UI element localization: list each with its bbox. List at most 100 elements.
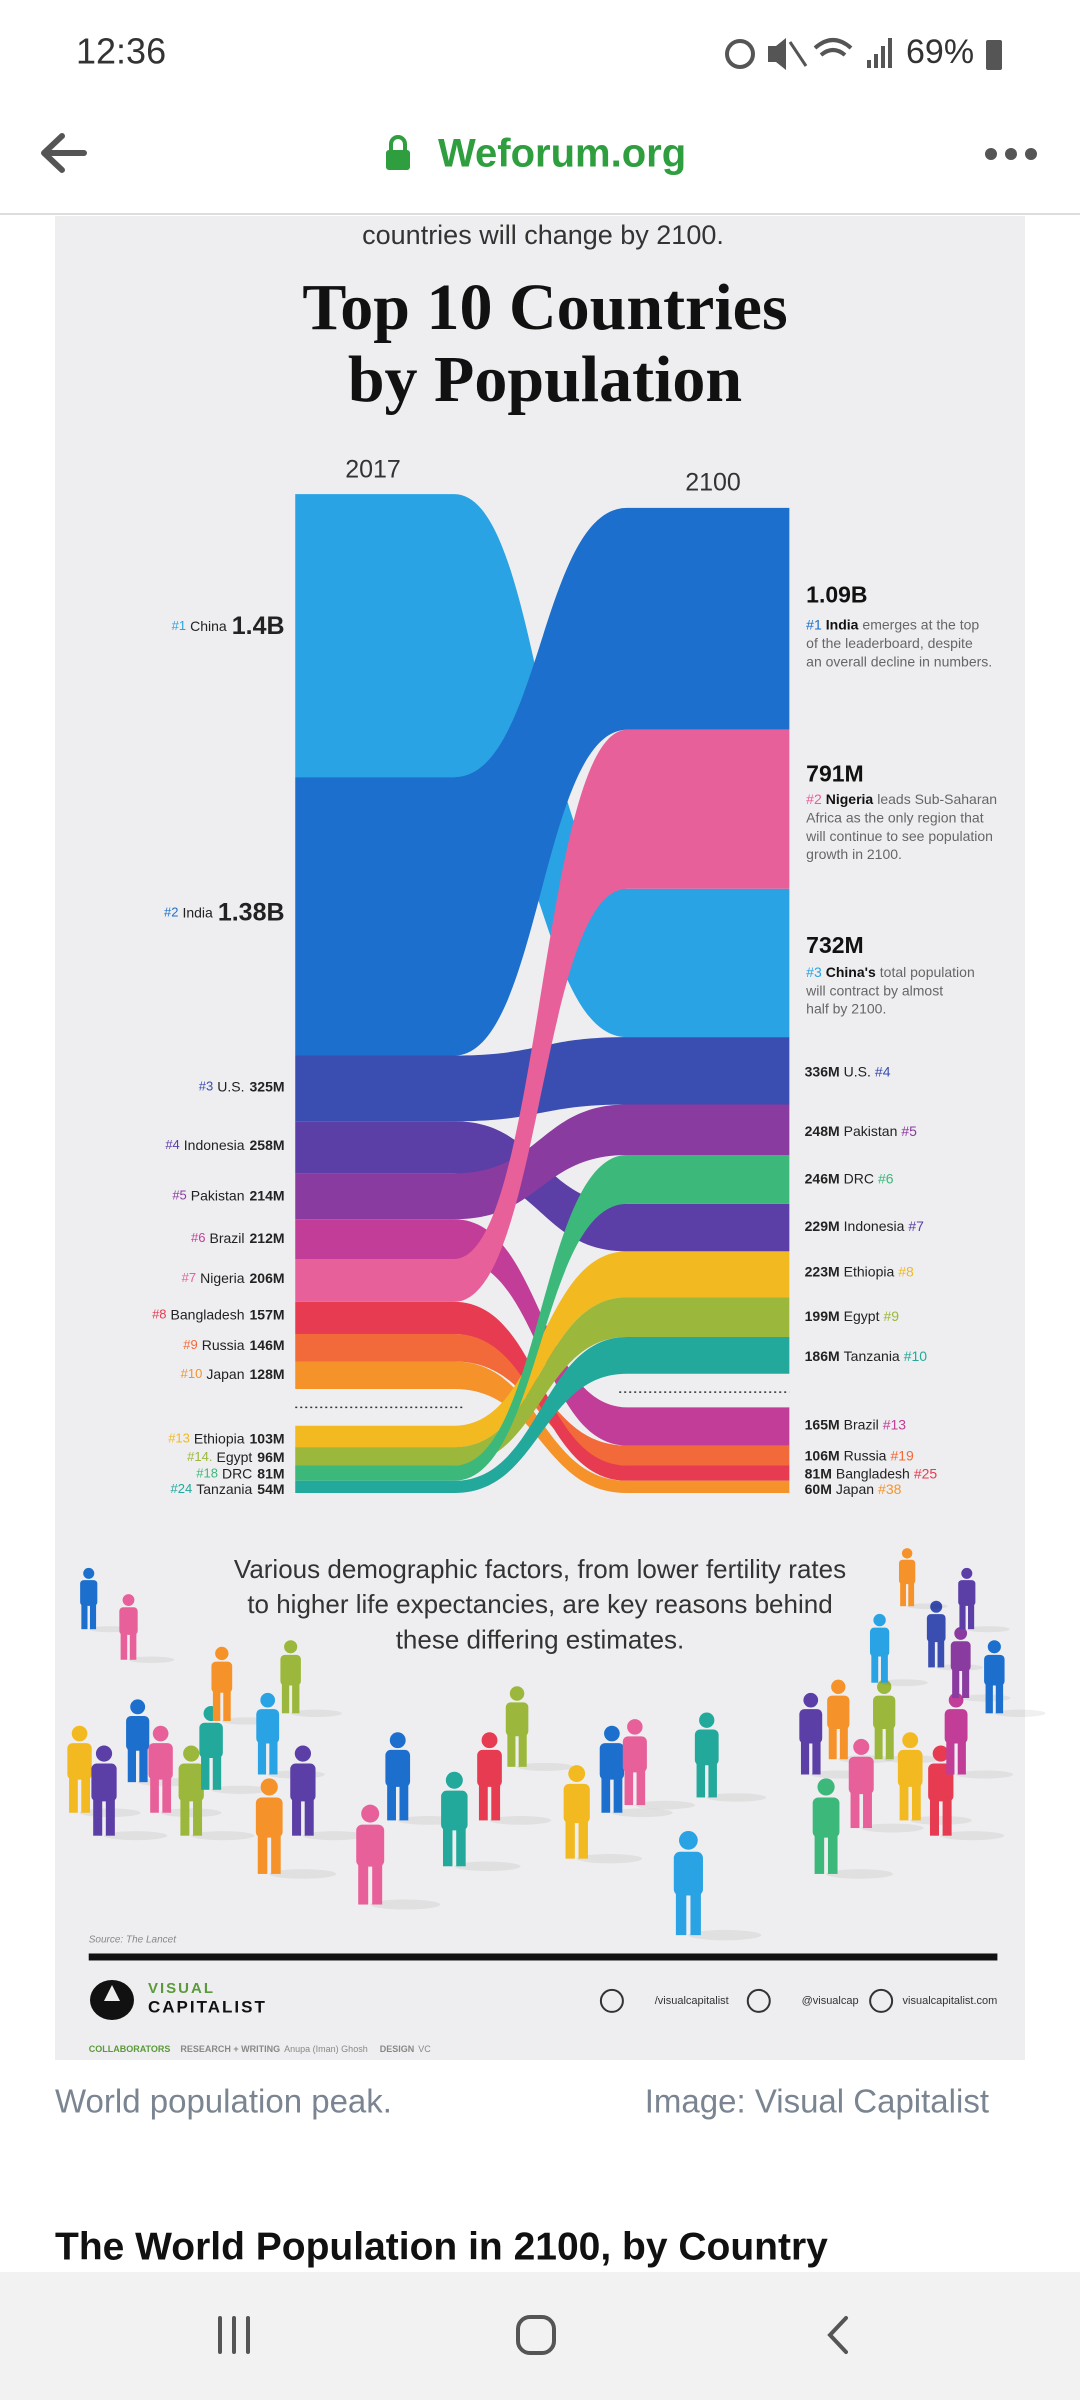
figure-leg — [675, 1891, 687, 1936]
figure-shadow — [956, 1770, 1014, 1779]
note: Africa as the only region that — [806, 809, 984, 825]
rank: #19 — [890, 1447, 914, 1463]
left-label: #2 India 1.38B — [164, 898, 285, 926]
person-figure — [958, 1567, 1010, 1633]
menu-button[interactable] — [985, 148, 1037, 160]
recents-button[interactable] — [218, 2316, 250, 2354]
figure-leg — [839, 1725, 848, 1760]
figure-body — [67, 1743, 92, 1780]
right-label: 248M Pakistan #5 — [805, 1123, 918, 1139]
featured-note: of the leaderboard, despite — [806, 635, 973, 651]
nav-back-button[interactable] — [827, 2316, 848, 2354]
value: 325M — [250, 1078, 285, 1094]
infographic-title: by Population — [348, 343, 742, 416]
rank: #13 — [883, 1416, 907, 1432]
url[interactable]: Weforum.org — [438, 132, 686, 176]
left-label: #3 U.S. 325M — [199, 1078, 285, 1094]
note: will continue to see population — [805, 827, 993, 843]
note: half by 2100. — [806, 1000, 886, 1016]
figure-leg — [292, 1682, 300, 1714]
figure-body — [622, 1736, 647, 1773]
figure-body — [290, 1763, 316, 1802]
country: Nigeria — [200, 1270, 245, 1286]
figure-head — [932, 1745, 949, 1762]
country: Egypt — [216, 1449, 252, 1465]
right-label: 186M Tanzania #10 — [805, 1348, 928, 1364]
figure-body — [873, 1695, 896, 1729]
figure-leg — [89, 1603, 97, 1630]
figure-body — [126, 1715, 150, 1751]
figure-leg — [372, 1862, 383, 1905]
figure-head — [361, 1804, 380, 1823]
left-label: #5 Pakistan 214M — [172, 1187, 284, 1203]
figure-head — [604, 1725, 620, 1742]
featured-note: an overall decline in numbers. — [806, 653, 992, 669]
figure-head — [954, 1627, 968, 1640]
country: Tanzania — [196, 1481, 252, 1497]
figure-shadow — [634, 1800, 696, 1810]
value: 106M — [805, 1447, 840, 1463]
social-handle: /visualcapitalist — [655, 1995, 729, 2007]
figure-body — [356, 1824, 385, 1867]
infographic-title: Top 10 Countries — [302, 271, 787, 344]
rank: #8 — [898, 1263, 914, 1279]
credit: VC — [418, 2044, 431, 2054]
figure-leg — [456, 1826, 466, 1867]
figure-shadow — [128, 1656, 175, 1664]
footer-text: Various demographic factors, from lower … — [234, 1554, 846, 1584]
figure-body — [869, 1627, 890, 1657]
left-label: #9 Russia 146M — [183, 1337, 284, 1353]
credit: Anupa (Iman) Ghosh — [284, 2044, 368, 2054]
figure-leg — [507, 1732, 516, 1767]
figure-leg — [162, 1776, 172, 1813]
note: an overall decline in numbers. — [806, 653, 992, 669]
social-icon — [746, 1988, 771, 2013]
featured-value: 791M — [806, 761, 864, 787]
left-label: #13 Ethiopia 103M — [168, 1430, 284, 1446]
country: U.S. — [844, 1063, 871, 1079]
intro-text: countries will change by 2100. — [362, 220, 724, 250]
credit: COLLABORATORS — [89, 2044, 171, 2054]
country: India — [182, 904, 213, 920]
value: 165M — [805, 1416, 840, 1432]
flow-ribbon — [295, 507, 790, 1056]
person-figure — [356, 1804, 441, 1910]
figure-leg — [928, 1639, 935, 1668]
figure-leg — [269, 1740, 278, 1775]
featured-note: will continue to see population — [805, 827, 993, 843]
figure-shadow — [910, 1815, 972, 1825]
social-handle: visualcapitalist.com — [903, 1995, 998, 2007]
person-figure — [694, 1712, 767, 1802]
figure-leg — [601, 1776, 611, 1813]
figure-body — [441, 1790, 468, 1831]
figure-leg — [491, 1783, 501, 1821]
right-label: 165M Brazil #13 — [805, 1416, 907, 1432]
value: 103M — [250, 1430, 285, 1446]
country: Tanzania — [844, 1348, 900, 1364]
figure-shadow — [611, 1808, 673, 1818]
figure-leg — [578, 1819, 588, 1859]
person-figure — [255, 1778, 337, 1879]
social-handle: @visualcap — [802, 1995, 859, 2007]
figure-leg — [304, 1797, 314, 1836]
person-figure — [897, 1732, 972, 1825]
figure-body — [280, 1654, 301, 1686]
figure-leg — [814, 1833, 825, 1874]
figure-body — [119, 1607, 138, 1635]
country: DRC — [222, 1465, 252, 1481]
figure-body — [563, 1783, 590, 1824]
right-label: 106M Russia #19 — [805, 1447, 914, 1463]
back-button[interactable] — [41, 133, 87, 173]
rank: #4 — [165, 1137, 179, 1152]
home-button[interactable] — [516, 2315, 556, 2355]
figure-head — [831, 1679, 846, 1694]
rank: #24 — [171, 1481, 193, 1496]
figure-body — [673, 1851, 703, 1896]
figure-leg — [636, 1768, 646, 1806]
figure-leg — [957, 1740, 966, 1775]
person-figure — [290, 1745, 367, 1841]
right-label: 336M U.S. #4 — [805, 1063, 891, 1079]
nav-bar — [0, 2272, 1080, 2400]
person-figure — [178, 1745, 255, 1841]
